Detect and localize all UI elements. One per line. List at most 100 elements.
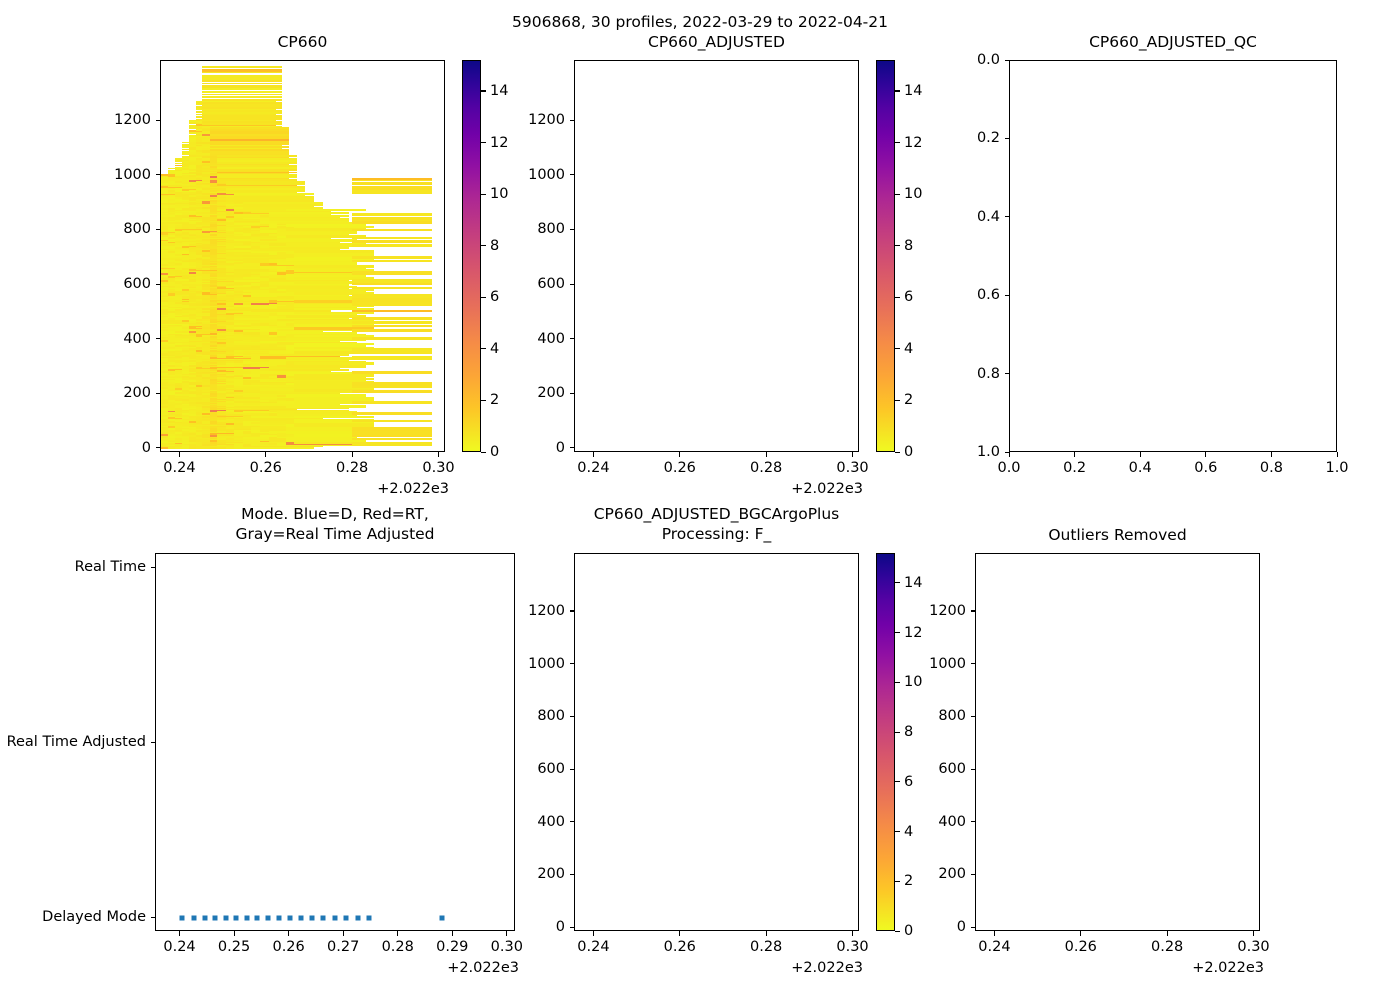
x-tick-label: 0.28 — [381, 939, 414, 955]
heatmap-cell — [286, 364, 366, 368]
heatmap-cell — [217, 402, 298, 404]
mode-data-point — [212, 915, 218, 921]
heatmap-cell — [293, 280, 374, 284]
y-tick-label: 400 — [537, 813, 565, 830]
x-axis-offset-text: +2.022e3 — [377, 481, 449, 497]
mode-data-point — [343, 915, 349, 921]
heatmap-cell — [234, 398, 315, 401]
colorbar-tick-mark — [481, 399, 486, 401]
y-tick-label: 1200 — [528, 112, 565, 129]
colorbar-tick-mark — [895, 296, 900, 298]
heatmap-cell — [293, 346, 374, 350]
heatmap-cell — [209, 146, 290, 148]
heatmap-cell — [352, 244, 432, 248]
heatmap-cell — [209, 148, 290, 152]
heatmap-cell — [209, 168, 290, 171]
axes-cp660-adjusted — [574, 60, 859, 452]
heatmap-cell — [242, 390, 323, 393]
y-tick-mark — [569, 392, 574, 394]
heatmap-cell — [234, 198, 315, 200]
heatmap-cell — [293, 434, 374, 437]
y-tick-label: Real Time Adjusted — [6, 734, 146, 750]
heatmap-cell — [225, 181, 306, 183]
heatmap-cell — [286, 394, 366, 398]
heatmap-cell — [293, 249, 374, 254]
heatmap-cell — [195, 108, 276, 111]
y-tick-mark — [155, 174, 160, 176]
mode-data-point — [244, 915, 250, 921]
y-tick-label: 400 — [938, 813, 966, 830]
mode-data-point — [320, 915, 326, 921]
x-tick-label: 1.0 — [1325, 460, 1349, 476]
heatmap-cell — [286, 375, 366, 379]
heatmap-cell — [234, 200, 315, 203]
heatmap-cell — [352, 355, 432, 360]
x-tick-mark — [1270, 452, 1272, 457]
x-tick-label: 0.30 — [836, 460, 869, 476]
heatmap-cell — [217, 164, 298, 167]
heatmap-cell — [352, 282, 432, 286]
y-tick-label: 200 — [938, 866, 966, 883]
heatmap-cell — [277, 262, 358, 265]
x-tick-mark — [506, 931, 508, 936]
heatmap-cell — [293, 265, 374, 269]
heatmap-cell — [268, 256, 349, 259]
y-tick-label: 1000 — [929, 655, 966, 672]
heatmap-cell — [277, 232, 358, 235]
heatmap-cell — [217, 178, 298, 181]
heatmap-cell — [293, 400, 374, 404]
x-tick-label: 0.26 — [272, 939, 305, 955]
colorbar-tick-mark — [895, 880, 900, 882]
x-tick-mark — [1074, 452, 1076, 457]
axes-outliers-removed — [975, 553, 1260, 931]
heatmap-cell — [352, 427, 432, 431]
y-tick-mark — [569, 821, 574, 823]
heatmap-cell — [293, 423, 374, 427]
y-tick-mark — [1004, 137, 1009, 139]
y-tick-mark — [1004, 59, 1009, 61]
colorbar-tick-label: 10 — [904, 186, 923, 203]
subplot-mode: Mode. Blue=D, Red=RT, Gray=Real Time Adju… — [7, 505, 523, 976]
heatmap-cell — [352, 317, 432, 320]
heatmap-cell — [234, 209, 315, 212]
colorbar-tick-label: 0 — [904, 923, 914, 939]
x-tick-mark — [1166, 931, 1168, 936]
x-tick-label: 0.26 — [663, 939, 696, 955]
heatmap-cell — [201, 112, 282, 115]
heatmap-cell — [277, 332, 358, 336]
x-tick-label: 0.30 — [422, 460, 455, 476]
heatmap-cell — [352, 438, 432, 441]
heatmap-cell — [293, 388, 374, 393]
colorbar-tick-label: 14 — [904, 574, 923, 591]
x-tick-label: 0.24 — [163, 460, 196, 476]
heatmap-cell — [242, 207, 323, 210]
colorbar-bgcargoplus: 0 2 4 6 8 10 12 14 — [876, 553, 922, 939]
x-tick-mark — [592, 931, 595, 936]
subplot-cp660-adjusted-qc: CP660_ADJUSTED_QC 0.0 0.2 0.4 0.6 0.8 1.0 0.0 0… — [977, 33, 1349, 476]
heatmap-cell — [286, 405, 366, 408]
heatmap-cell — [286, 223, 366, 228]
y-tick-label: Delayed Mode — [42, 909, 146, 925]
x-axis-offset-text: +2.022e3 — [1192, 960, 1264, 976]
x-tick-mark — [679, 452, 681, 457]
heatmap-cell — [209, 138, 290, 141]
heatmap-cell — [209, 129, 290, 131]
heatmap-cell — [201, 107, 282, 110]
heatmap-cell — [286, 337, 366, 341]
axes-cp660-adjusted-qc — [1009, 60, 1337, 452]
mode-data-point — [332, 915, 338, 921]
subplot-title-cp660-adjusted-qc: CP660_ADJUSTED_QC — [1089, 33, 1257, 51]
heatmap-cell — [352, 325, 432, 328]
heatmap-cell — [268, 246, 349, 249]
heatmap-cell — [293, 426, 374, 431]
y-tick-label: Real Time — [74, 559, 146, 575]
x-tick-mark — [233, 931, 235, 936]
heatmap-cell — [201, 80, 282, 82]
heatmap-cell — [293, 300, 374, 303]
x-axis-offset-text: +2.022e3 — [791, 481, 863, 497]
colorbar-tick-label: 2 — [904, 873, 914, 890]
subplot-bgcargoplus: CP660_ADJUSTED_BGCArgoPlus Processing: F_… — [528, 505, 869, 976]
heatmap-cell — [352, 178, 432, 181]
heatmap-cell — [201, 144, 282, 148]
y-tick-label: 400 — [123, 330, 151, 347]
